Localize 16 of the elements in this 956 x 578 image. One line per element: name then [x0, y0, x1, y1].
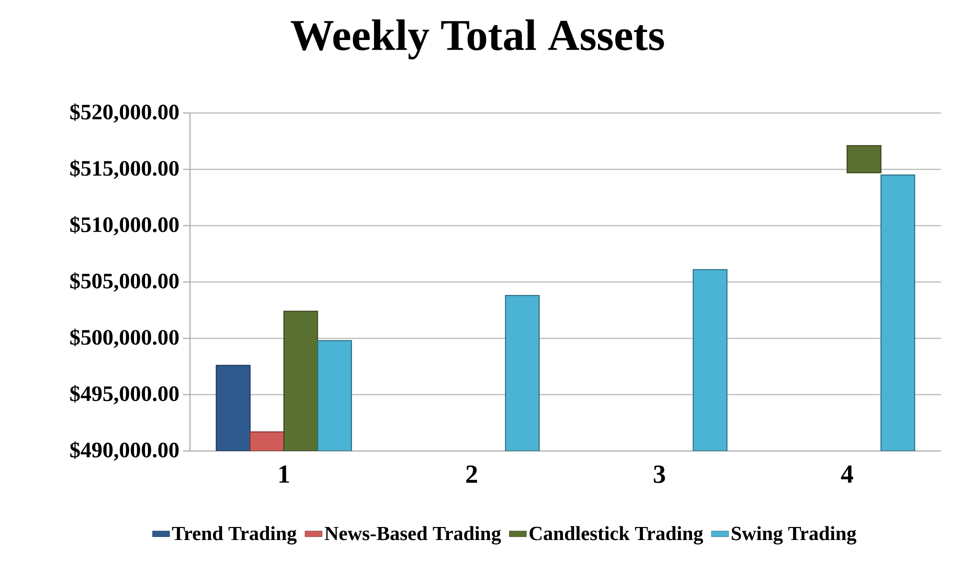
legend-label: Candlestick Trading: [530, 526, 704, 544]
x-tick-label: 1: [279, 466, 290, 483]
legend-label: Swing Trading: [732, 526, 856, 544]
y-tick-label: $490,000.00: [70, 441, 179, 461]
y-tick-label: $505,000.00: [70, 272, 179, 292]
y-tick-label: $510,000.00: [70, 216, 179, 236]
y-tick-label: $500,000.00: [70, 328, 179, 348]
y-tick-label: $520,000.00: [70, 103, 179, 123]
legend-label: News-Based Trading: [324, 526, 501, 544]
legend-label: Trend Trading: [172, 526, 297, 544]
y-tick-label: $515,000.00: [70, 160, 179, 179]
y-tick-label: $495,000.00: [70, 384, 179, 404]
x-tick-label: 2: [466, 466, 478, 483]
chart-title: Weekly Total Assets: [290, 19, 664, 60]
x-tick-label: 4: [840, 466, 854, 483]
x-tick-label: 3: [654, 466, 665, 483]
